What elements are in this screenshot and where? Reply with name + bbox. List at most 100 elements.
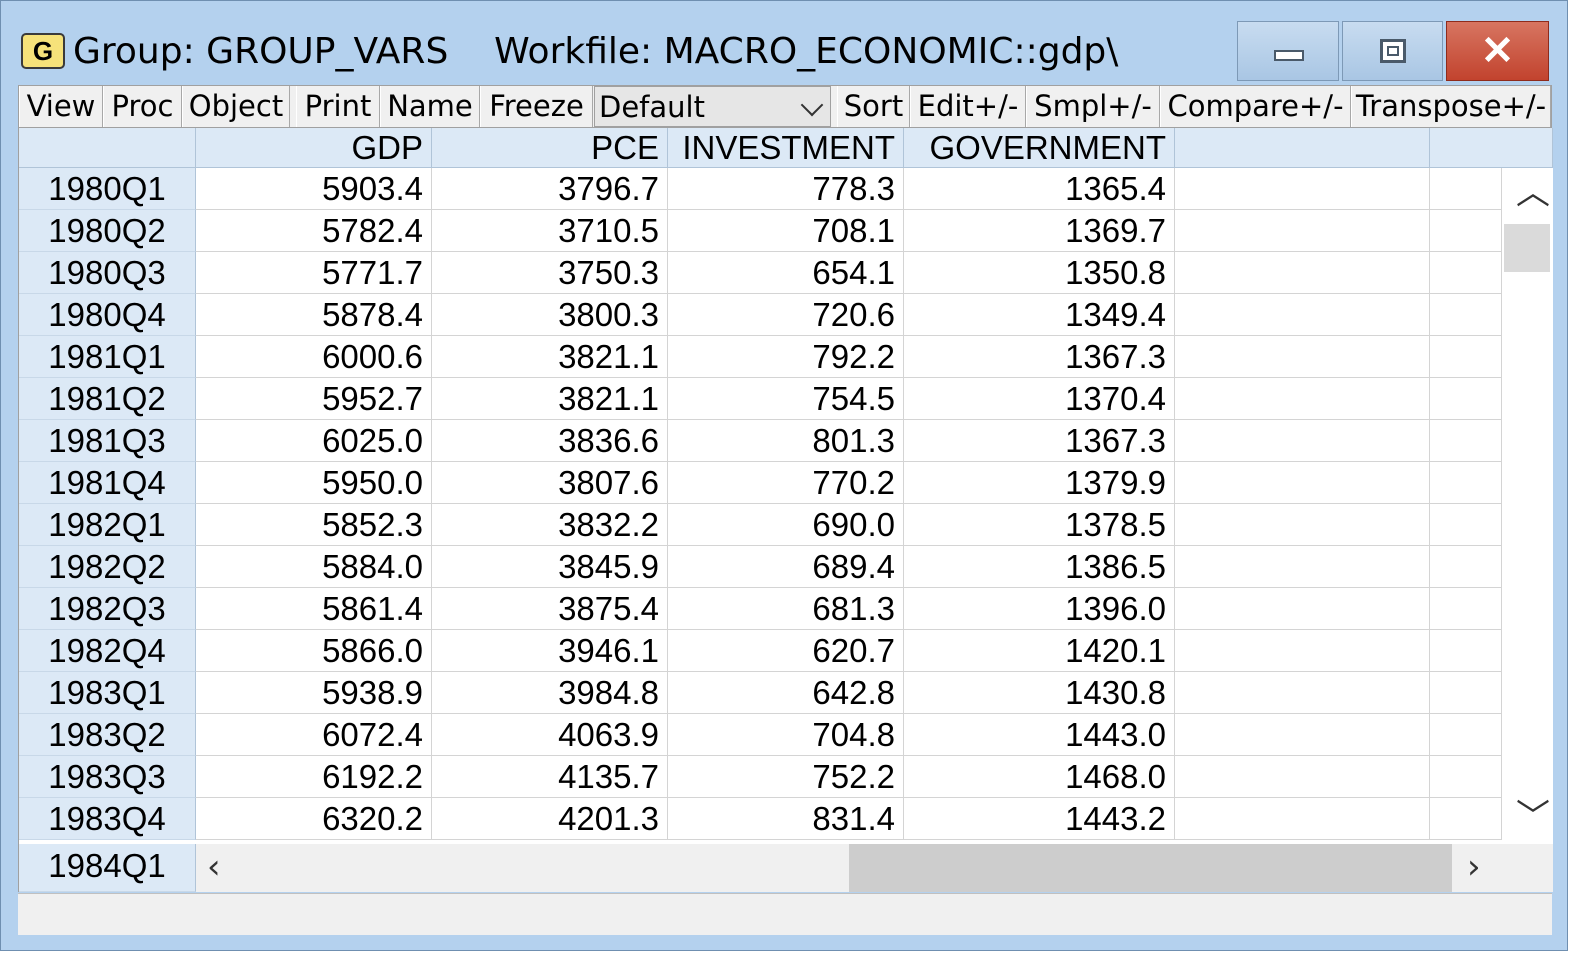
- table-cell[interactable]: 642.8: [668, 672, 904, 714]
- table-cell[interactable]: 3807.6: [432, 462, 668, 504]
- empty-cell[interactable]: [1430, 756, 1502, 798]
- maximize-button[interactable]: [1342, 21, 1443, 81]
- table-cell[interactable]: 3875.4: [432, 588, 668, 630]
- row-header[interactable]: 1981Q4: [19, 462, 196, 504]
- chevron-down-icon[interactable]: ﹀: [1516, 797, 1550, 837]
- table-cell[interactable]: 708.1: [668, 210, 904, 252]
- empty-cell[interactable]: [1175, 798, 1430, 840]
- row-header[interactable]: 1980Q1: [19, 168, 196, 210]
- row-header[interactable]: 1980Q3: [19, 252, 196, 294]
- empty-cell[interactable]: [1175, 756, 1430, 798]
- table-cell[interactable]: 1468.0: [904, 756, 1175, 798]
- empty-cell[interactable]: [1430, 588, 1502, 630]
- empty-cell[interactable]: [1175, 462, 1430, 504]
- table-cell[interactable]: 5771.7: [196, 252, 432, 294]
- row-header[interactable]: 1981Q1: [19, 336, 196, 378]
- close-button[interactable]: ✕: [1446, 21, 1549, 81]
- empty-cell[interactable]: [1175, 714, 1430, 756]
- table-cell[interactable]: 754.5: [668, 378, 904, 420]
- vertical-scroll-thumb[interactable]: [1504, 224, 1550, 272]
- table-cell[interactable]: 1443.0: [904, 714, 1175, 756]
- empty-cell[interactable]: [1430, 378, 1502, 420]
- table-cell[interactable]: 5866.0: [196, 630, 432, 672]
- chevron-up-icon[interactable]: ︿: [1516, 173, 1550, 213]
- row-header[interactable]: 1982Q2: [19, 546, 196, 588]
- table-cell[interactable]: 1420.1: [904, 630, 1175, 672]
- empty-cell[interactable]: [1430, 714, 1502, 756]
- table-cell[interactable]: 5884.0: [196, 546, 432, 588]
- empty-cell[interactable]: [1430, 798, 1502, 840]
- column-header-pce[interactable]: PCE: [432, 128, 668, 168]
- table-cell[interactable]: 6000.6: [196, 336, 432, 378]
- column-header-empty[interactable]: [1430, 128, 1553, 168]
- empty-cell[interactable]: [1175, 294, 1430, 336]
- table-cell[interactable]: 620.7: [668, 630, 904, 672]
- table-cell[interactable]: 5952.7: [196, 378, 432, 420]
- object-button[interactable]: Object: [182, 86, 290, 127]
- chevron-right-icon[interactable]: ›: [1467, 847, 1481, 887]
- table-cell[interactable]: 801.3: [668, 420, 904, 462]
- empty-cell[interactable]: [1430, 210, 1502, 252]
- table-cell[interactable]: 5950.0: [196, 462, 432, 504]
- table-cell[interactable]: 778.3: [668, 168, 904, 210]
- empty-cell[interactable]: [1430, 168, 1502, 210]
- empty-cell[interactable]: [1430, 252, 1502, 294]
- table-cell[interactable]: 720.6: [668, 294, 904, 336]
- empty-cell[interactable]: [1175, 420, 1430, 462]
- table-cell[interactable]: 3946.1: [432, 630, 668, 672]
- group-icon[interactable]: G: [21, 33, 65, 69]
- table-cell[interactable]: 5878.4: [196, 294, 432, 336]
- table-cell[interactable]: 1378.5: [904, 504, 1175, 546]
- table-cell[interactable]: 3821.1: [432, 378, 668, 420]
- row-header[interactable]: 1980Q4: [19, 294, 196, 336]
- empty-cell[interactable]: [1175, 672, 1430, 714]
- table-cell[interactable]: 704.8: [668, 714, 904, 756]
- empty-cell[interactable]: [1175, 378, 1430, 420]
- table-cell[interactable]: 4135.7: [432, 756, 668, 798]
- compare-button[interactable]: Compare+/-: [1160, 86, 1351, 127]
- table-cell[interactable]: 792.2: [668, 336, 904, 378]
- table-cell[interactable]: 3800.3: [432, 294, 668, 336]
- table-cell[interactable]: 4063.9: [432, 714, 668, 756]
- empty-cell[interactable]: [1430, 630, 1502, 672]
- freeze-button[interactable]: Freeze: [480, 86, 593, 127]
- row-header[interactable]: 1980Q2: [19, 210, 196, 252]
- table-cell[interactable]: 770.2: [668, 462, 904, 504]
- table-cell[interactable]: 6072.4: [196, 714, 432, 756]
- table-cell[interactable]: 690.0: [668, 504, 904, 546]
- row-header[interactable]: 1982Q3: [19, 588, 196, 630]
- table-cell[interactable]: 4201.3: [432, 798, 668, 840]
- table-cell[interactable]: 3836.6: [432, 420, 668, 462]
- column-header-government[interactable]: GOVERNMENT: [904, 128, 1175, 168]
- table-cell[interactable]: 1379.9: [904, 462, 1175, 504]
- table-cell[interactable]: 654.1: [668, 252, 904, 294]
- empty-cell[interactable]: [1430, 420, 1502, 462]
- table-cell[interactable]: 752.2: [668, 756, 904, 798]
- empty-cell[interactable]: [1430, 504, 1502, 546]
- table-cell[interactable]: 1367.3: [904, 420, 1175, 462]
- column-header-gdp[interactable]: GDP: [196, 128, 432, 168]
- print-button[interactable]: Print: [296, 86, 380, 127]
- row-header[interactable]: 1981Q3: [19, 420, 196, 462]
- table-cell[interactable]: 1370.4: [904, 378, 1175, 420]
- smpl-button[interactable]: Smpl+/-: [1026, 86, 1160, 127]
- name-button[interactable]: Name: [380, 86, 480, 127]
- display-mode-dropdown[interactable]: Default: [594, 86, 831, 127]
- empty-cell[interactable]: [1430, 672, 1502, 714]
- table-cell[interactable]: 1369.7: [904, 210, 1175, 252]
- table-cell[interactable]: 1443.2: [904, 798, 1175, 840]
- row-header[interactable]: 1983Q1: [19, 672, 196, 714]
- sort-button[interactable]: Sort: [837, 86, 910, 127]
- chevron-left-icon[interactable]: ‹: [207, 847, 221, 887]
- column-header-investment[interactable]: INVESTMENT: [668, 128, 904, 168]
- table-cell[interactable]: 3821.1: [432, 336, 668, 378]
- vertical-scrollbar[interactable]: [1519, 168, 1553, 844]
- table-cell[interactable]: 5852.3: [196, 504, 432, 546]
- empty-cell[interactable]: [1175, 630, 1430, 672]
- table-cell[interactable]: 5782.4: [196, 210, 432, 252]
- table-cell[interactable]: 3984.8: [432, 672, 668, 714]
- empty-cell[interactable]: [1175, 252, 1430, 294]
- table-cell[interactable]: 6025.0: [196, 420, 432, 462]
- empty-cell[interactable]: [1430, 546, 1502, 588]
- row-header[interactable]: 1983Q3: [19, 756, 196, 798]
